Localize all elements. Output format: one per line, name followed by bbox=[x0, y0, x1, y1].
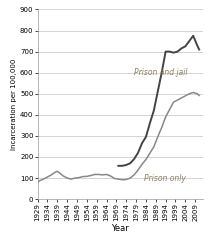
Text: Prison and jail: Prison and jail bbox=[134, 68, 188, 77]
Y-axis label: Incarceration per 100,000: Incarceration per 100,000 bbox=[11, 59, 17, 150]
Text: Prison only: Prison only bbox=[144, 174, 186, 183]
X-axis label: Year: Year bbox=[112, 224, 129, 233]
